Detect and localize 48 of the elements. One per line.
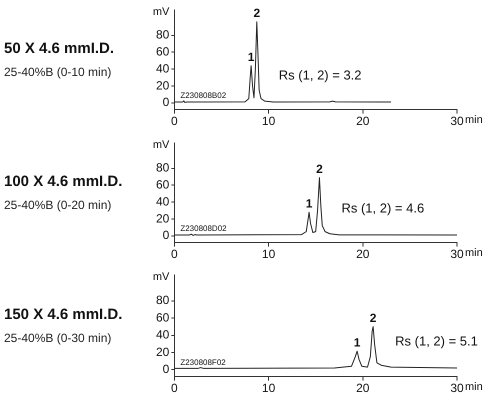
x-axis-title: min xyxy=(465,114,483,126)
y-tick-label: 40 xyxy=(156,61,170,76)
x-axis-title: min xyxy=(465,247,483,260)
y-axis-title: mV xyxy=(152,6,170,18)
x-tick-label: 10 xyxy=(262,247,276,262)
x-tick-label: 20 xyxy=(356,114,370,128)
x-tick-label: 30 xyxy=(450,381,464,396)
x-tick-label: 10 xyxy=(262,381,276,396)
annotation: Rs (1, 2) = 4.6 xyxy=(341,200,424,216)
annotation: Z230808D02 xyxy=(180,224,228,234)
y-tick-label: 40 xyxy=(156,328,170,342)
x-tick-label: 30 xyxy=(450,114,464,128)
y-tick-label: 20 xyxy=(156,78,170,92)
annotation: 2 xyxy=(253,6,260,20)
y-tick-label: 0 xyxy=(162,362,170,376)
annotation: Rs (1, 2) = 5.1 xyxy=(395,334,478,349)
annotation: Z230808B02 xyxy=(180,91,227,100)
x-tick-label: 20 xyxy=(356,247,370,262)
y-tick-label: 40 xyxy=(156,194,170,208)
y-axis-title: mV xyxy=(152,271,170,284)
text: 150 X 4.6 mmI.D. xyxy=(4,306,124,322)
x-axis-title: min xyxy=(465,381,483,394)
y-tick-label: 80 xyxy=(156,160,170,175)
annotation: 1 xyxy=(306,196,313,211)
y-tick-label: 20 xyxy=(156,344,170,359)
y-tick-label: 0 xyxy=(162,228,170,242)
text: 100 X 4.6 mmI.D. xyxy=(4,172,124,190)
text: 50 X 4.6 mmI.D. xyxy=(4,40,116,56)
y-tick-label: 60 xyxy=(156,44,170,59)
y-tick-label: 60 xyxy=(156,178,170,192)
y-axis-title: mV xyxy=(152,139,170,152)
y-tick-label: 0 xyxy=(162,95,170,110)
x-tick-label: 20 xyxy=(356,381,370,396)
annotation: 2 xyxy=(370,310,377,325)
annotation: 1 xyxy=(248,50,255,64)
text: 25-40%B (0-10 min) xyxy=(4,64,112,78)
x-tick-label: 10 xyxy=(262,114,276,128)
y-tick-label: 60 xyxy=(156,310,170,324)
annotation: Rs (1, 2) = 3.2 xyxy=(278,67,362,82)
annotation: 2 xyxy=(316,162,324,176)
x-tick-label: 30 xyxy=(450,247,464,262)
text: 25-40%B (0-30 min) xyxy=(4,330,112,344)
y-tick-label: 20 xyxy=(156,211,170,226)
text: 25-40%B (0-20 min) xyxy=(4,198,112,212)
y-tick-label: 80 xyxy=(156,28,170,42)
annotation: 1 xyxy=(354,336,361,350)
y-tick-label: 80 xyxy=(156,293,170,308)
annotation: Z230808F02 xyxy=(180,358,226,367)
